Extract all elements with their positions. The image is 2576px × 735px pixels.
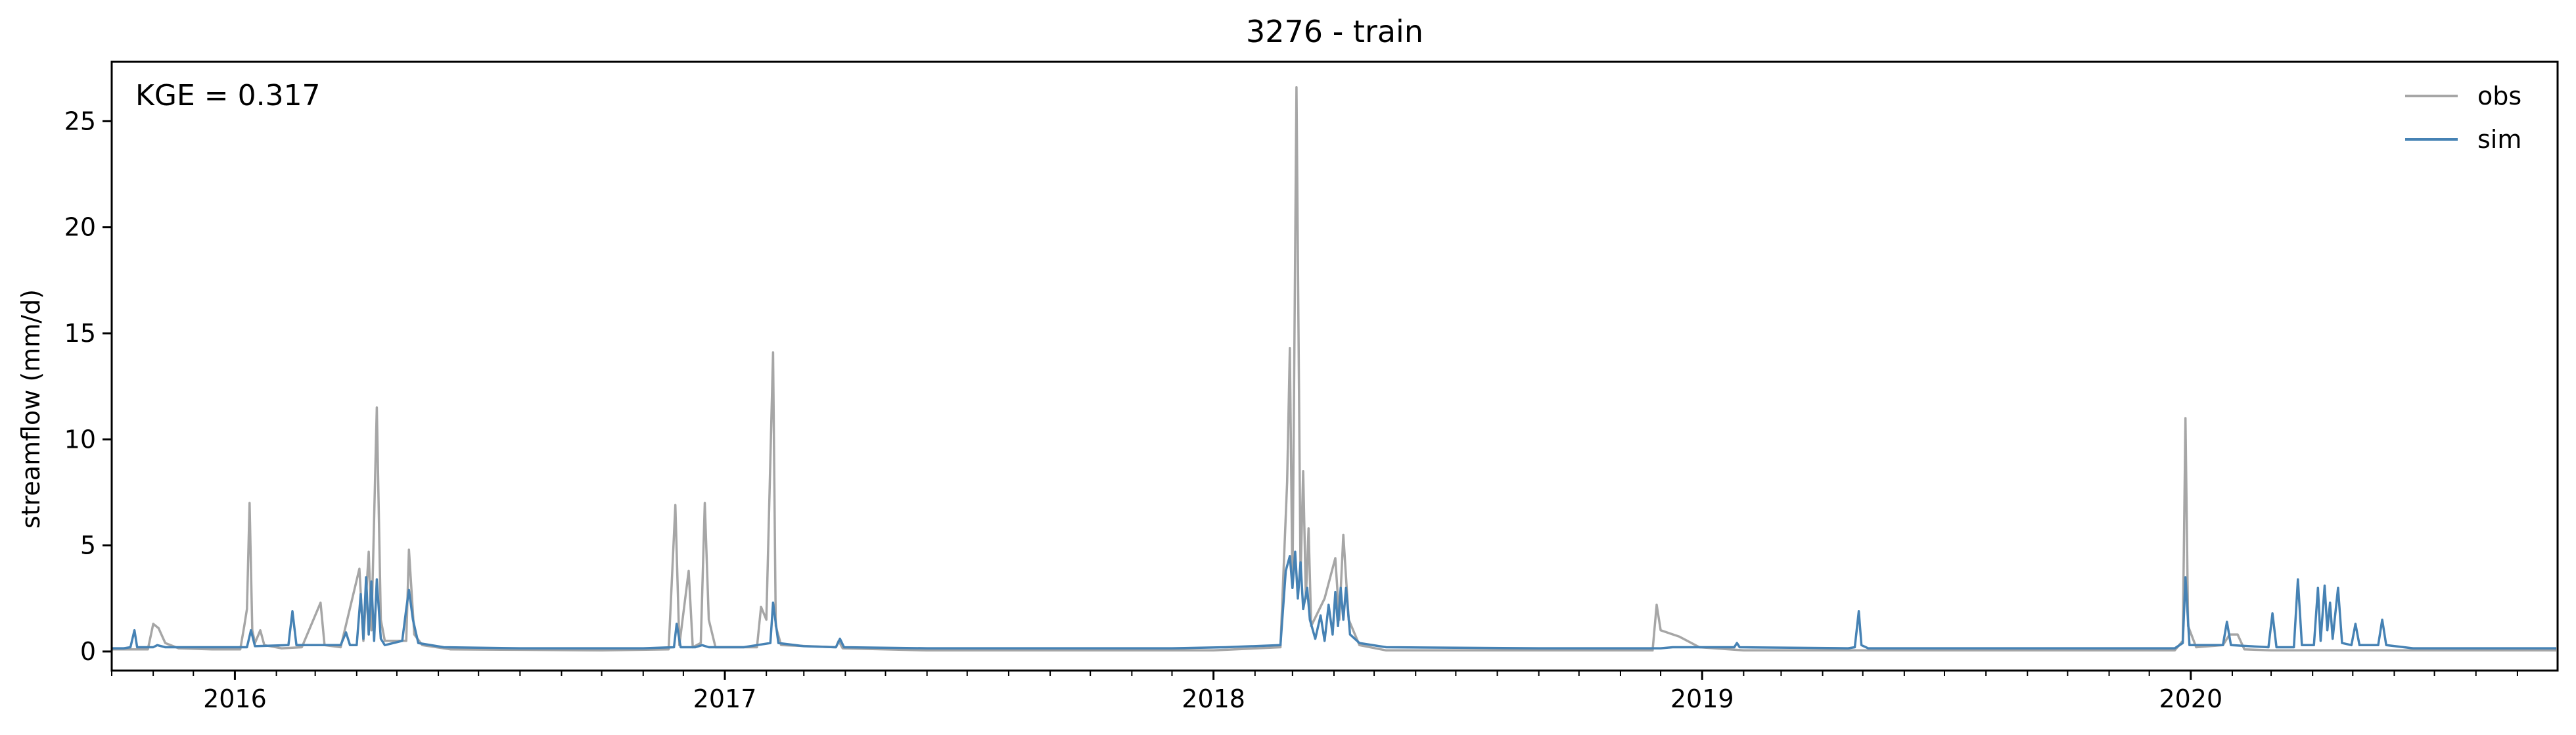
x-tick-label: 2018 bbox=[1182, 684, 1245, 713]
y-tick-label: 15 bbox=[64, 319, 96, 348]
legend: obs sim bbox=[2405, 82, 2521, 154]
x-tick-label: 2019 bbox=[1670, 684, 1734, 713]
plot-frame bbox=[110, 60, 2559, 672]
y-axis: 0 5 10 15 20 25 bbox=[64, 107, 112, 666]
kge-annotation: KGE = 0.317 bbox=[135, 79, 321, 112]
y-tick-label: 0 bbox=[80, 637, 96, 666]
series-layer bbox=[112, 85, 2556, 652]
plot-area bbox=[110, 60, 2559, 672]
y-tick-label: 25 bbox=[64, 107, 96, 135]
legend-label-obs: obs bbox=[2477, 82, 2521, 110]
y-tick-label: 5 bbox=[80, 531, 96, 560]
x-tick-label: 2017 bbox=[693, 684, 757, 713]
legend-label-sim: sim bbox=[2477, 125, 2521, 154]
series-line-sim bbox=[112, 550, 2556, 650]
y-axis-label: streamflow (mm/d) bbox=[16, 289, 45, 529]
x-tick-label: 2020 bbox=[2159, 684, 2222, 713]
x-axis: 2016 2017 2018 2019 2020 bbox=[111, 671, 2518, 713]
x-tick-label: 2016 bbox=[203, 684, 267, 713]
chart-title: 3276 - train bbox=[1246, 14, 1423, 49]
y-tick-label: 10 bbox=[64, 425, 96, 454]
y-tick-label: 20 bbox=[64, 213, 96, 242]
